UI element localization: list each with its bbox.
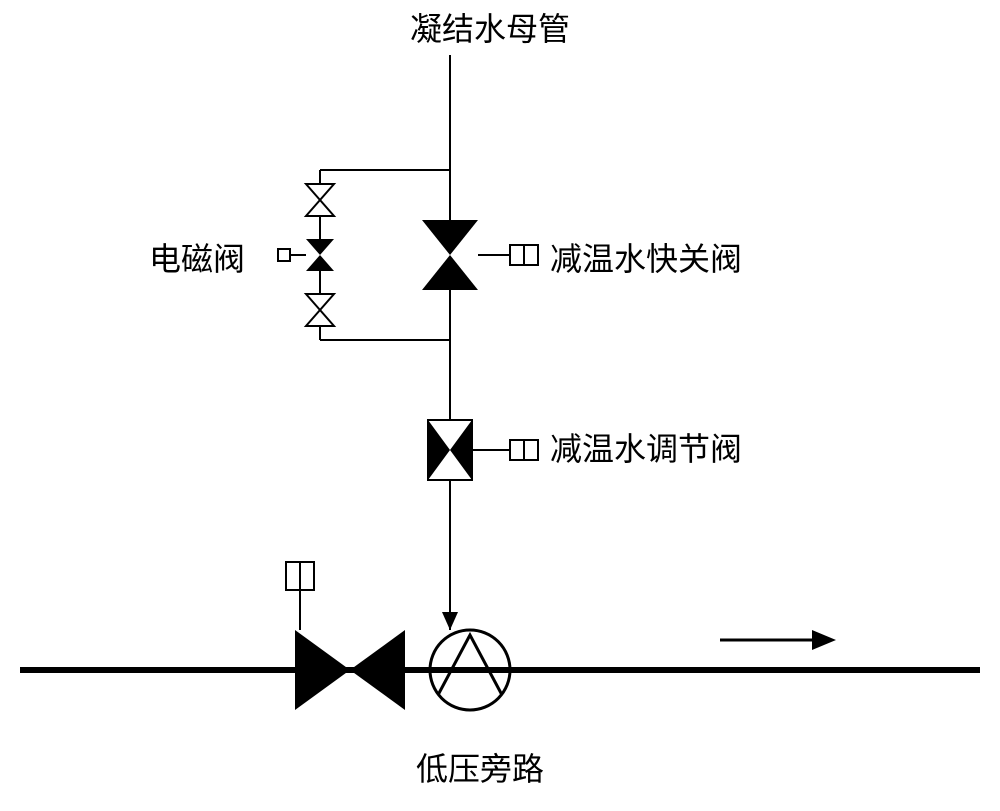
- branch-iso-valve-bottom: [306, 294, 334, 326]
- label-quick-close: 减温水快关阀: [550, 241, 742, 277]
- quick-close-valve: [422, 220, 538, 290]
- label-control: 减温水调节阀: [550, 431, 742, 467]
- diagram-root: 凝结水母管 电磁阀 减温水快关阀 减温水调节阀 低压旁路: [20, 11, 980, 787]
- flow-arrow: [720, 630, 836, 650]
- bypass-valve: [286, 562, 405, 710]
- branch-iso-valve-top: [306, 184, 334, 216]
- label-top: 凝结水母管: [410, 11, 570, 47]
- solenoid-valve: [278, 239, 334, 271]
- label-solenoid: 电磁阀: [149, 241, 245, 277]
- control-valve: [428, 420, 538, 480]
- arrow-into-desuperheater: [442, 612, 458, 630]
- solenoid-branch: [320, 170, 450, 340]
- label-bottom: 低压旁路: [416, 751, 544, 787]
